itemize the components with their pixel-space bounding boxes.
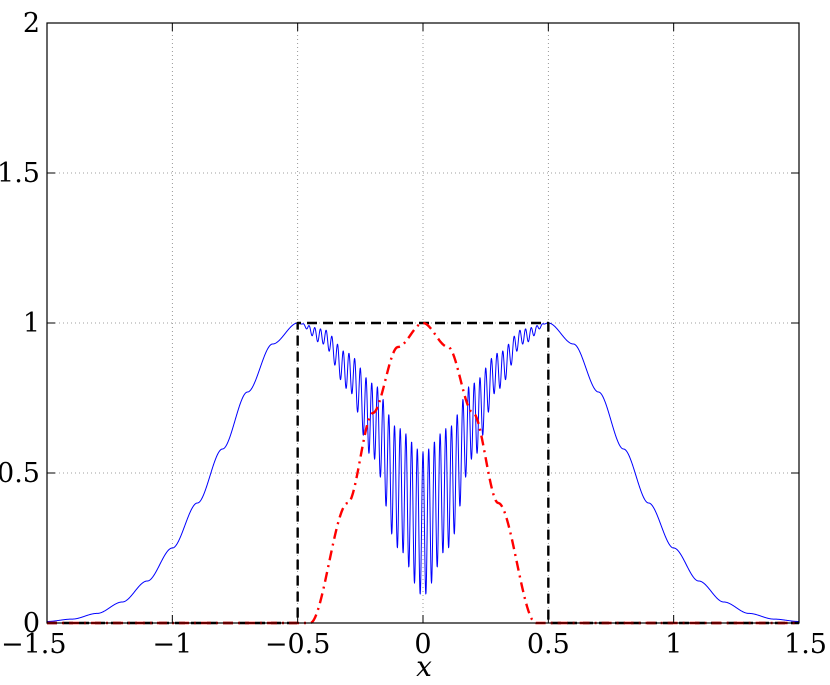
y-tick-label: 1 (23, 308, 40, 339)
x-tick-label: 1.5 (784, 629, 827, 660)
y-tick-label: 1.5 (0, 158, 40, 189)
x-tick-label: −1.5 (1, 629, 67, 660)
y-tick-label: 0 (23, 608, 40, 639)
y-tick-label: 2 (23, 8, 40, 39)
x-tick-label: 1 (665, 629, 682, 660)
x-tick-label: 0 (414, 629, 431, 660)
y-tick-label: 0.5 (0, 458, 40, 489)
series-line-1 (46, 322, 800, 622)
x-tick-label: −1 (152, 629, 192, 660)
x-tick-label: 0.5 (527, 629, 570, 660)
x-axis-label: x (416, 650, 432, 683)
axis-ticks: −1.5 −1 −0.5 0 0.5 1 1.5 0 0.5 1 1.5 2 (0, 8, 827, 660)
x-tick-label: −0.5 (265, 629, 331, 660)
